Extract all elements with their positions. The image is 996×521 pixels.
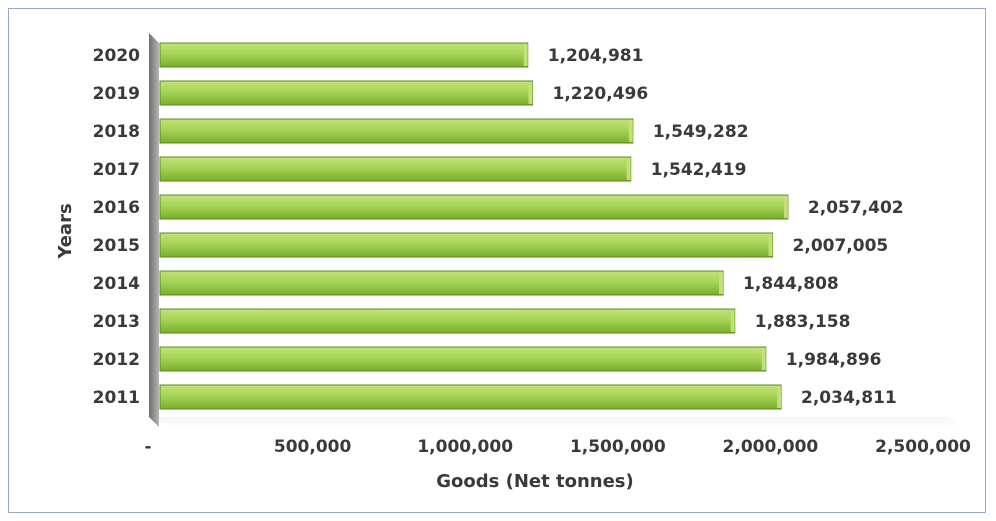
bar-2012 [159,346,767,372]
bar-end-cap [783,196,788,218]
y-tick-label-2020: 2020 [93,46,140,66]
data-label-2016: 2,057,402 [808,198,904,218]
x-tick-label: 1,000,000 [417,437,513,457]
y-tick-label-2013: 2013 [93,312,140,332]
bar-end-cap [523,44,528,66]
y-tick-label-2015: 2015 [93,236,140,256]
y-tick-label-2018: 2018 [93,122,140,142]
bar-2015 [159,232,774,258]
data-label-2011: 2,034,811 [801,388,897,408]
x-tick-label: 1,500,000 [570,437,666,457]
data-label-2018: 1,549,282 [653,122,749,142]
data-label-2013: 1,883,158 [755,312,851,332]
y-tick-label-2017: 2017 [93,160,140,180]
bar-2013 [159,308,736,334]
bar-2019 [159,80,533,106]
x-tick-label: 2,000,000 [723,437,819,457]
bar-end-cap [761,348,766,370]
bar-end-cap [528,82,533,104]
bar-end-cap [719,272,724,294]
bar-end-cap [777,386,782,408]
x-axis-tick-labels: - 500,000 1,000,000 1,500,000 2,000,000 2,500… [144,437,971,457]
bar-end-cap [628,120,633,142]
bar-2017 [159,156,632,182]
data-label-2019: 1,220,496 [552,84,648,104]
bar-2018 [159,118,634,144]
data-label-2014: 1,844,808 [743,274,839,294]
x-tick-label: 500,000 [274,437,352,457]
data-label-2015: 2,007,005 [793,236,889,256]
bar-end-cap [626,158,631,180]
data-label-2012: 1,984,896 [786,350,882,370]
x-tick-label: - [144,437,151,457]
y-tick-label-2019: 2019 [93,84,140,104]
bar-2016 [159,194,789,220]
bar-2020 [159,42,529,68]
bar-series [159,42,789,410]
y-axis-title: Years [55,203,76,259]
bar-2011 [159,384,782,410]
chart-frame: 1,204,981 1,220,496 1,549,282 1,542,419 2,05… [8,8,986,513]
y-axis-tick-labels: 2020 2019 2018 2017 2016 2015 2014 2013 2012 2011 [93,46,140,408]
axis-wall [149,33,159,427]
y-tick-label-2014: 2014 [93,274,140,294]
y-tick-label-2016: 2016 [93,198,140,218]
plot-area [149,33,959,427]
data-label-2020: 1,204,981 [548,46,644,66]
y-tick-label-2011: 2011 [93,388,140,408]
x-tick-label: 2,500,000 [875,437,971,457]
x-axis-title: Goods (Net tonnes) [436,471,634,492]
data-label-2017: 1,542,419 [651,160,747,180]
bar-2014 [159,270,724,296]
y-tick-label-2012: 2012 [93,350,140,370]
plot-floor [156,417,959,427]
bar-end-cap [730,310,735,332]
bar-end-cap [768,234,773,256]
